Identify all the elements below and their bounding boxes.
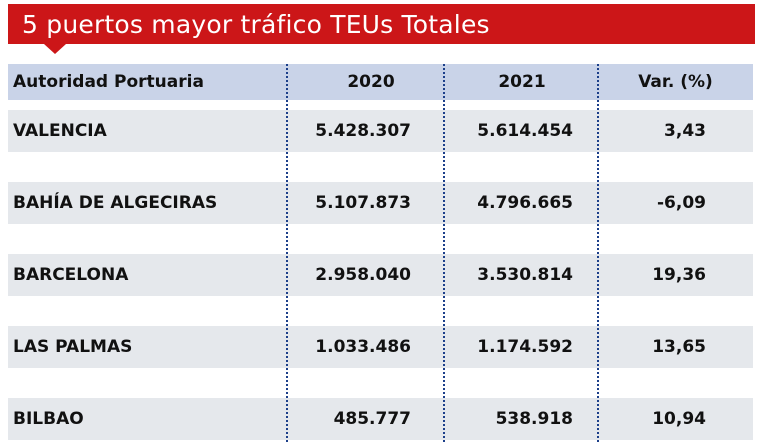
port-name: BAHÍA DE ALGECIRAS <box>13 193 218 213</box>
teus-2021: 1.174.592 <box>477 337 573 357</box>
table-header-row: Autoridad Portuaria 2020 2021 Var. (%) <box>8 64 753 100</box>
teus-2021: 538.918 <box>495 409 573 429</box>
teus-2020: 485.777 <box>333 409 411 429</box>
column-separator <box>443 64 445 442</box>
teus-2020: 1.033.486 <box>315 337 411 357</box>
port-name: LAS PALMAS <box>13 337 133 357</box>
port-name: BARCELONA <box>13 265 129 285</box>
header-autoridad-portuaria: Autoridad Portuaria <box>13 72 204 92</box>
variation-percent: 13,65 <box>652 337 706 357</box>
teus-2020: 5.107.873 <box>315 193 411 213</box>
teus-2021: 4.796.665 <box>477 193 573 213</box>
port-name: BILBAO <box>13 409 84 429</box>
column-separator <box>286 64 288 442</box>
table-title: 5 puertos mayor tráfico TEUs Totales <box>22 10 490 39</box>
table-row: BILBAO 485.777 538.918 10,94 <box>8 398 753 440</box>
variation-percent: 3,43 <box>664 121 706 141</box>
variation-percent: 19,36 <box>652 265 706 285</box>
title-banner-pointer <box>44 44 66 54</box>
port-name: VALENCIA <box>13 121 107 141</box>
title-banner: 5 puertos mayor tráfico TEUs Totales <box>8 4 755 44</box>
teus-2021: 5.614.454 <box>477 121 573 141</box>
column-separator <box>597 64 599 442</box>
teus-2021: 3.530.814 <box>477 265 573 285</box>
header-variation: Var. (%) <box>638 72 713 92</box>
table-row: BARCELONA 2.958.040 3.530.814 19,36 <box>8 254 753 296</box>
variation-percent: -6,09 <box>657 193 706 213</box>
table-row: BAHÍA DE ALGECIRAS 5.107.873 4.796.665 -… <box>8 182 753 224</box>
table-row: VALENCIA 5.428.307 5.614.454 3,43 <box>8 110 753 152</box>
variation-percent: 10,94 <box>652 409 706 429</box>
header-2021: 2021 <box>498 72 546 92</box>
teus-2020: 2.958.040 <box>315 265 411 285</box>
header-2020: 2020 <box>347 72 395 92</box>
ports-table: Autoridad Portuaria 2020 2021 Var. (%) V… <box>8 64 753 442</box>
teus-2020: 5.428.307 <box>315 121 411 141</box>
table-row: LAS PALMAS 1.033.486 1.174.592 13,65 <box>8 326 753 368</box>
